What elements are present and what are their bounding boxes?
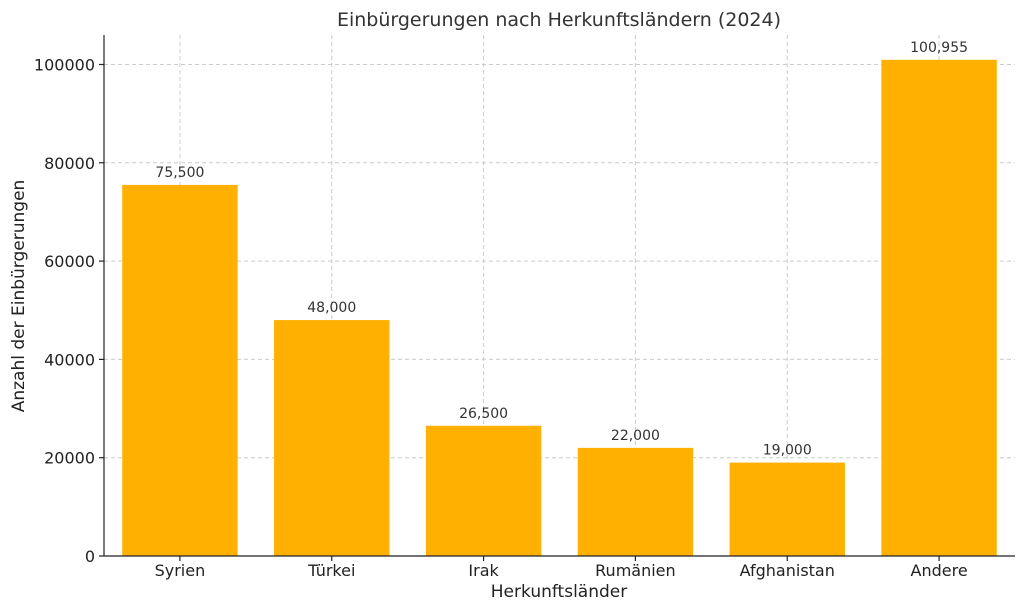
bar-türkei: [274, 320, 390, 556]
grid-layer: [104, 35, 1015, 557]
bar-andere: [881, 59, 997, 556]
y-tick-label: 0: [85, 547, 95, 566]
x-tick-label: Türkei: [307, 561, 355, 580]
x-tick-label: Andere: [911, 561, 968, 580]
bars-layer: [122, 59, 997, 556]
bar-value-label: 75,500: [155, 165, 204, 181]
bar-rumänien: [577, 447, 694, 556]
x-axis-label: Herkunftsländer: [491, 582, 627, 602]
y-tick-label: 100000: [34, 55, 95, 74]
x-tick-label: Irak: [468, 561, 499, 580]
y-tick-label: 20000: [44, 449, 95, 468]
y-axis-label: Anzahl der Einbürgerungen: [9, 180, 29, 413]
bar-value-label: 19,000: [763, 443, 812, 459]
y-tick-label: 40000: [44, 350, 95, 369]
labels-layer: 0 20000 40000 60000 80000 100000 75,500 48,000 2…: [34, 40, 968, 580]
y-tick-label: 60000: [44, 252, 95, 271]
x-tick-label: Rumänien: [595, 561, 676, 580]
axes-layer: [103, 35, 1015, 557]
bar-value-label: 22,000: [611, 428, 660, 444]
x-tick-label: Syrien: [155, 561, 206, 580]
chart-title: Einbürgerungen nach Herkunftsländern (20…: [337, 9, 781, 31]
bar-irak: [425, 425, 542, 556]
bar-value-label: 48,000: [307, 300, 356, 316]
y-tick-label: 80000: [44, 154, 95, 173]
bar-syrien: [122, 184, 238, 556]
bar-value-label: 100,955: [910, 40, 968, 56]
x-tick-label: Afghanistan: [740, 561, 835, 580]
bar-afghanistan: [729, 462, 845, 556]
bar-value-label: 26,500: [459, 406, 508, 422]
